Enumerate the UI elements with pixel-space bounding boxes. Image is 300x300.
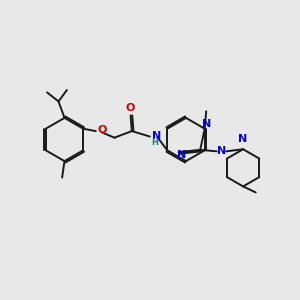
Text: N: N: [238, 134, 248, 144]
Text: N: N: [176, 150, 186, 160]
Text: N: N: [152, 131, 161, 141]
Text: N: N: [202, 119, 212, 129]
Text: H: H: [152, 138, 158, 147]
Text: N: N: [218, 146, 227, 156]
Text: O: O: [97, 125, 106, 135]
Text: O: O: [126, 103, 135, 113]
